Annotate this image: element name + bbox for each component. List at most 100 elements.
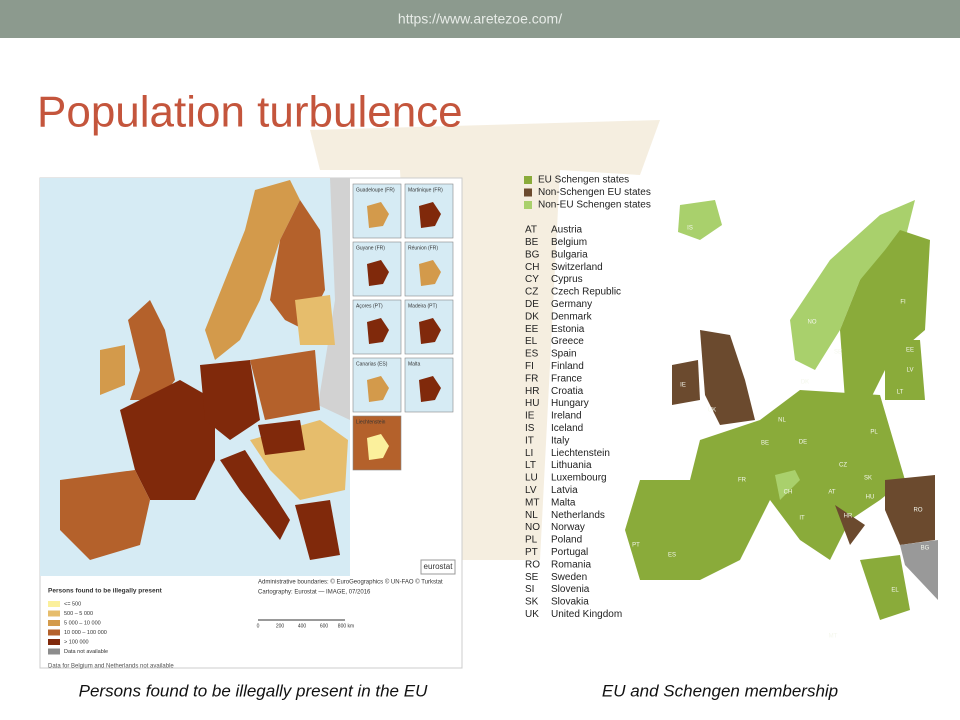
- legend-swatch: [524, 188, 532, 197]
- country-name: Greece: [551, 336, 584, 347]
- inset-land: [367, 318, 389, 344]
- region: [200, 360, 260, 440]
- country-code: DE: [525, 299, 539, 310]
- inset-land: [367, 434, 389, 460]
- country-code: HR: [525, 386, 539, 397]
- legend-label: 500 – 5 000: [64, 611, 93, 617]
- map-label: ES: [668, 553, 676, 559]
- country-code: MT: [525, 497, 539, 508]
- map-label: SE: [834, 350, 842, 356]
- map-label: CZ: [839, 463, 847, 469]
- credit: Administrative boundaries: © EuroGeograp…: [258, 579, 443, 586]
- region: [672, 360, 700, 405]
- header-url: https://www.aretezoe.com/: [398, 11, 562, 27]
- map-label: SK: [864, 476, 872, 482]
- country-code: IT: [525, 435, 534, 446]
- region: [790, 200, 915, 370]
- logo: eurostat: [424, 562, 454, 571]
- legend-swatch: [524, 176, 532, 184]
- inset-land: [419, 318, 441, 344]
- map-label: DE: [799, 440, 807, 446]
- country-code: AT: [525, 225, 537, 236]
- legend-swatch: [524, 201, 532, 209]
- region: [625, 390, 905, 580]
- map-label: CH: [784, 490, 793, 496]
- map-label: BE: [761, 441, 769, 447]
- inset-label: Guyane (FR): [356, 245, 385, 251]
- header-bar: [0, 0, 960, 38]
- country-code: NO: [525, 522, 540, 533]
- region: [250, 350, 320, 420]
- country-name: Luxembourg: [551, 473, 607, 484]
- country-name: Ireland: [551, 411, 582, 422]
- map-label: FI: [900, 300, 906, 306]
- map-label: EL: [891, 588, 899, 594]
- country-name: Iceland: [551, 423, 583, 434]
- country-name: Germany: [551, 299, 592, 310]
- legend-swatch: [48, 648, 60, 655]
- inset-label: Réunion (FR): [408, 245, 438, 251]
- map-label: HU: [866, 495, 875, 501]
- scale-label: 800 km: [338, 623, 354, 629]
- country-name: Liechtenstein: [551, 448, 610, 459]
- map-label: NO: [808, 320, 817, 326]
- country-name: Malta: [551, 497, 576, 508]
- country-code: IS: [525, 423, 535, 434]
- region: [295, 295, 335, 345]
- legend-label: > 100 000: [64, 639, 89, 645]
- country-name: Czech Republic: [551, 287, 621, 298]
- legend-swatch: [48, 610, 60, 617]
- legend-title: Persons found to be illegally present: [48, 588, 163, 595]
- region: [100, 345, 125, 395]
- country-code: ES: [525, 349, 539, 360]
- country-name: Slovenia: [551, 584, 590, 595]
- country-code: DK: [525, 311, 539, 322]
- region: [258, 420, 305, 455]
- map-label: FR: [738, 478, 747, 484]
- region: [700, 330, 755, 425]
- map-label: IE: [680, 383, 686, 389]
- inset-label: Madeira (PT): [408, 303, 438, 309]
- region: [678, 200, 722, 240]
- inset-label: Guadeloupe (FR): [356, 187, 395, 193]
- legend-swatch: [48, 620, 60, 626]
- background-decoration: [310, 120, 660, 560]
- country-code: LT: [525, 460, 536, 471]
- left-map: eurostat Persons found to be illegally p…: [39, 177, 463, 670]
- non-eu-land: [318, 178, 350, 420]
- country-code: FR: [525, 373, 538, 384]
- country-name: Denmark: [551, 311, 593, 322]
- region: [128, 300, 175, 400]
- map-label: AT: [828, 490, 836, 496]
- map-label: MT: [829, 634, 838, 640]
- country-code: UK: [525, 609, 539, 620]
- region: [835, 505, 865, 545]
- caption: Persons found to be illegally present in…: [79, 681, 428, 700]
- country-code: SE: [525, 572, 539, 583]
- map-label: LV: [907, 368, 914, 374]
- region: [205, 180, 300, 360]
- map-label: PL: [870, 430, 878, 436]
- logo-box: [420, 559, 456, 575]
- map-label: NL: [778, 418, 786, 424]
- country-name: Italy: [551, 435, 569, 446]
- country-name: Romania: [551, 559, 591, 570]
- map-label: BG: [921, 546, 930, 552]
- country-name: Cyprus: [551, 274, 583, 285]
- inset-label: Liechtenstein: [356, 419, 386, 425]
- scale-label: 600: [320, 623, 329, 629]
- slide-title: Population turbulence: [37, 88, 463, 137]
- country-name: United Kingdom: [551, 609, 622, 620]
- country-name: Sweden: [551, 572, 587, 583]
- map-label: PT: [632, 543, 640, 549]
- inset-label: Açores (PT): [356, 303, 383, 309]
- map-label: LT: [897, 390, 904, 396]
- country-name: Bulgaria: [551, 249, 588, 260]
- inset-label: Malta: [408, 361, 420, 367]
- legend-swatch: [48, 629, 60, 636]
- inset-land: [419, 260, 441, 286]
- legend-note: Data for Belgium and Netherlands not ava…: [48, 664, 174, 670]
